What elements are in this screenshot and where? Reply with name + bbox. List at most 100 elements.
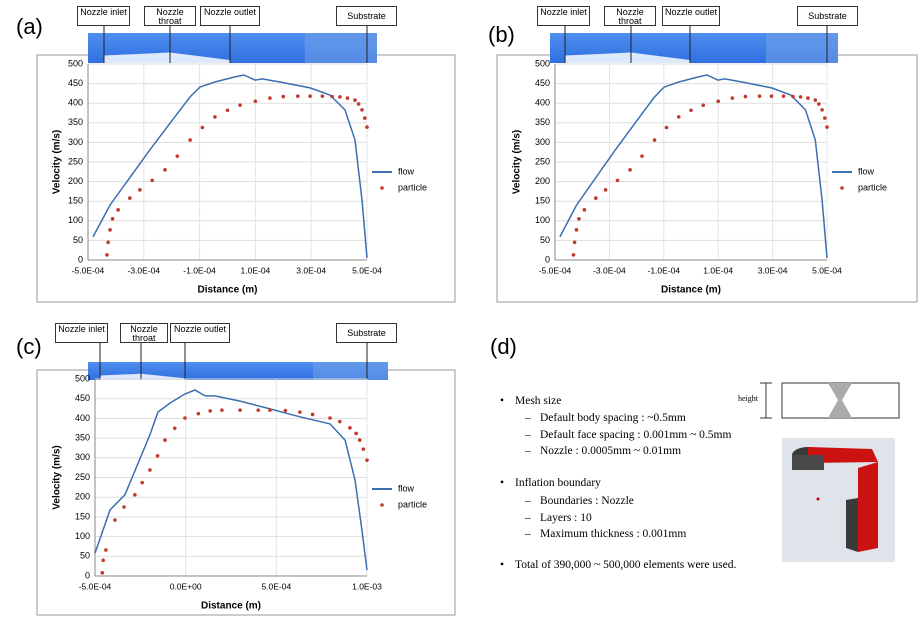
y-tick-label: 0 xyxy=(85,570,90,580)
x-tick-label: 1.0E-03 xyxy=(352,581,382,591)
sub-item: Maximum thickness : 0.001mm xyxy=(540,528,687,540)
legend-swatch xyxy=(380,503,384,507)
particle-point xyxy=(188,138,192,142)
particle-point xyxy=(757,94,762,98)
x-axis-label: Distance (m) xyxy=(661,285,721,296)
y-tick-label: 500 xyxy=(75,373,90,383)
y-tick-label: 150 xyxy=(68,196,83,206)
y-tick-label: 350 xyxy=(68,117,83,127)
particle-point xyxy=(253,99,258,104)
nozzle-shape xyxy=(828,383,852,418)
particle-point xyxy=(362,116,367,120)
y-tick-label: 300 xyxy=(68,137,83,147)
y-tick-label: 200 xyxy=(75,492,90,502)
y-axis-label: Velocity (m/s) xyxy=(52,130,63,194)
particle-point xyxy=(298,410,302,414)
nozzle-bar-shade xyxy=(304,33,377,63)
particle-point xyxy=(116,208,120,212)
particle-point xyxy=(172,426,177,431)
legend-label: particle xyxy=(398,182,427,192)
x-tick-label: 1.0E-04 xyxy=(241,265,271,275)
bullet-text: Total of 390,000 ~ 500,000 elements were… xyxy=(515,559,737,571)
particle-point xyxy=(283,408,288,413)
particle-point xyxy=(701,103,706,107)
legend-swatch xyxy=(840,186,844,190)
y-tick-label: 300 xyxy=(75,452,90,462)
particle-point xyxy=(133,493,137,497)
particle-point xyxy=(361,447,366,451)
particle-point xyxy=(676,115,681,119)
nozzle-bar-shade xyxy=(766,33,838,63)
particle-point xyxy=(108,228,112,232)
mesh-part xyxy=(846,498,858,552)
particle-point xyxy=(208,409,212,413)
chart-frame xyxy=(36,369,456,616)
particle-point xyxy=(360,108,364,112)
particle-point xyxy=(310,412,315,417)
particle-point xyxy=(817,102,821,106)
particle-point xyxy=(353,98,357,102)
y-tick-label: 250 xyxy=(535,156,550,166)
x-axis-label: Distance (m) xyxy=(201,601,261,612)
particle-point xyxy=(220,408,224,412)
particle-point xyxy=(150,178,154,183)
particle-point xyxy=(615,178,620,183)
y-axis-label: Velocity (m/s) xyxy=(512,130,523,194)
particle-point xyxy=(122,505,126,509)
bullet-text: Inflation boundary xyxy=(515,477,601,489)
particle-point xyxy=(213,115,217,119)
x-tick-label: -1.0E-04 xyxy=(183,265,216,275)
flow-line xyxy=(92,74,368,259)
y-tick-label: 450 xyxy=(535,78,550,88)
particle-point xyxy=(664,125,669,130)
dash: – xyxy=(525,512,531,524)
particle-point xyxy=(813,98,818,102)
sub-item: Nozzle : 0.0005mm ~ 0.01mm xyxy=(540,445,682,457)
diagram-label: height xyxy=(738,394,758,403)
dash: – xyxy=(525,528,531,540)
particle-point xyxy=(365,458,369,462)
particle-point xyxy=(256,408,261,412)
particle-point xyxy=(338,419,342,424)
dash: – xyxy=(525,412,531,424)
legend-label: flow xyxy=(858,166,875,176)
bullet-dot: • xyxy=(500,559,505,571)
particle-point xyxy=(105,253,109,257)
panel-label: (a) xyxy=(16,14,43,39)
particle-point xyxy=(101,558,105,563)
particle-point xyxy=(200,125,205,130)
sub-item: Default face spacing : 0.001mm ~ 0.5mm xyxy=(540,429,732,441)
particle-point xyxy=(582,208,587,212)
nozzle-wall xyxy=(104,52,230,63)
mesh-part xyxy=(858,462,878,552)
sub-item: Boundaries : Nozzle xyxy=(540,495,634,507)
particle-point xyxy=(106,240,110,245)
annotation-box: Substrate xyxy=(336,6,397,26)
particle-point xyxy=(163,168,167,172)
annotation-box: Substrate xyxy=(797,6,858,26)
y-tick-label: 250 xyxy=(68,156,83,166)
y-tick-label: 300 xyxy=(535,137,550,147)
particle-point xyxy=(652,138,657,142)
particle-point xyxy=(183,416,187,420)
y-tick-label: 450 xyxy=(68,78,83,88)
annotation-box: Nozzle throat xyxy=(144,6,196,26)
particle-point xyxy=(268,96,272,100)
particle-point xyxy=(806,96,810,100)
particle-point xyxy=(716,99,720,104)
x-tick-label: 0.0E+00 xyxy=(170,581,202,591)
particle-point xyxy=(603,188,608,192)
particle-point xyxy=(689,108,693,113)
panel-d-diagram xyxy=(760,382,900,562)
annotation-box: Nozzle inlet xyxy=(55,323,108,343)
particle-point xyxy=(140,480,144,485)
x-tick-label: 1.0E-04 xyxy=(703,265,733,275)
flow-line xyxy=(94,389,368,571)
x-tick-label: 5.0E-04 xyxy=(352,265,382,275)
x-tick-label: -3.0E-04 xyxy=(127,265,160,275)
particle-point xyxy=(798,95,803,99)
particle-point xyxy=(594,196,598,200)
x-tick-label: 5.0E-04 xyxy=(261,581,291,591)
y-tick-label: 200 xyxy=(535,176,550,186)
